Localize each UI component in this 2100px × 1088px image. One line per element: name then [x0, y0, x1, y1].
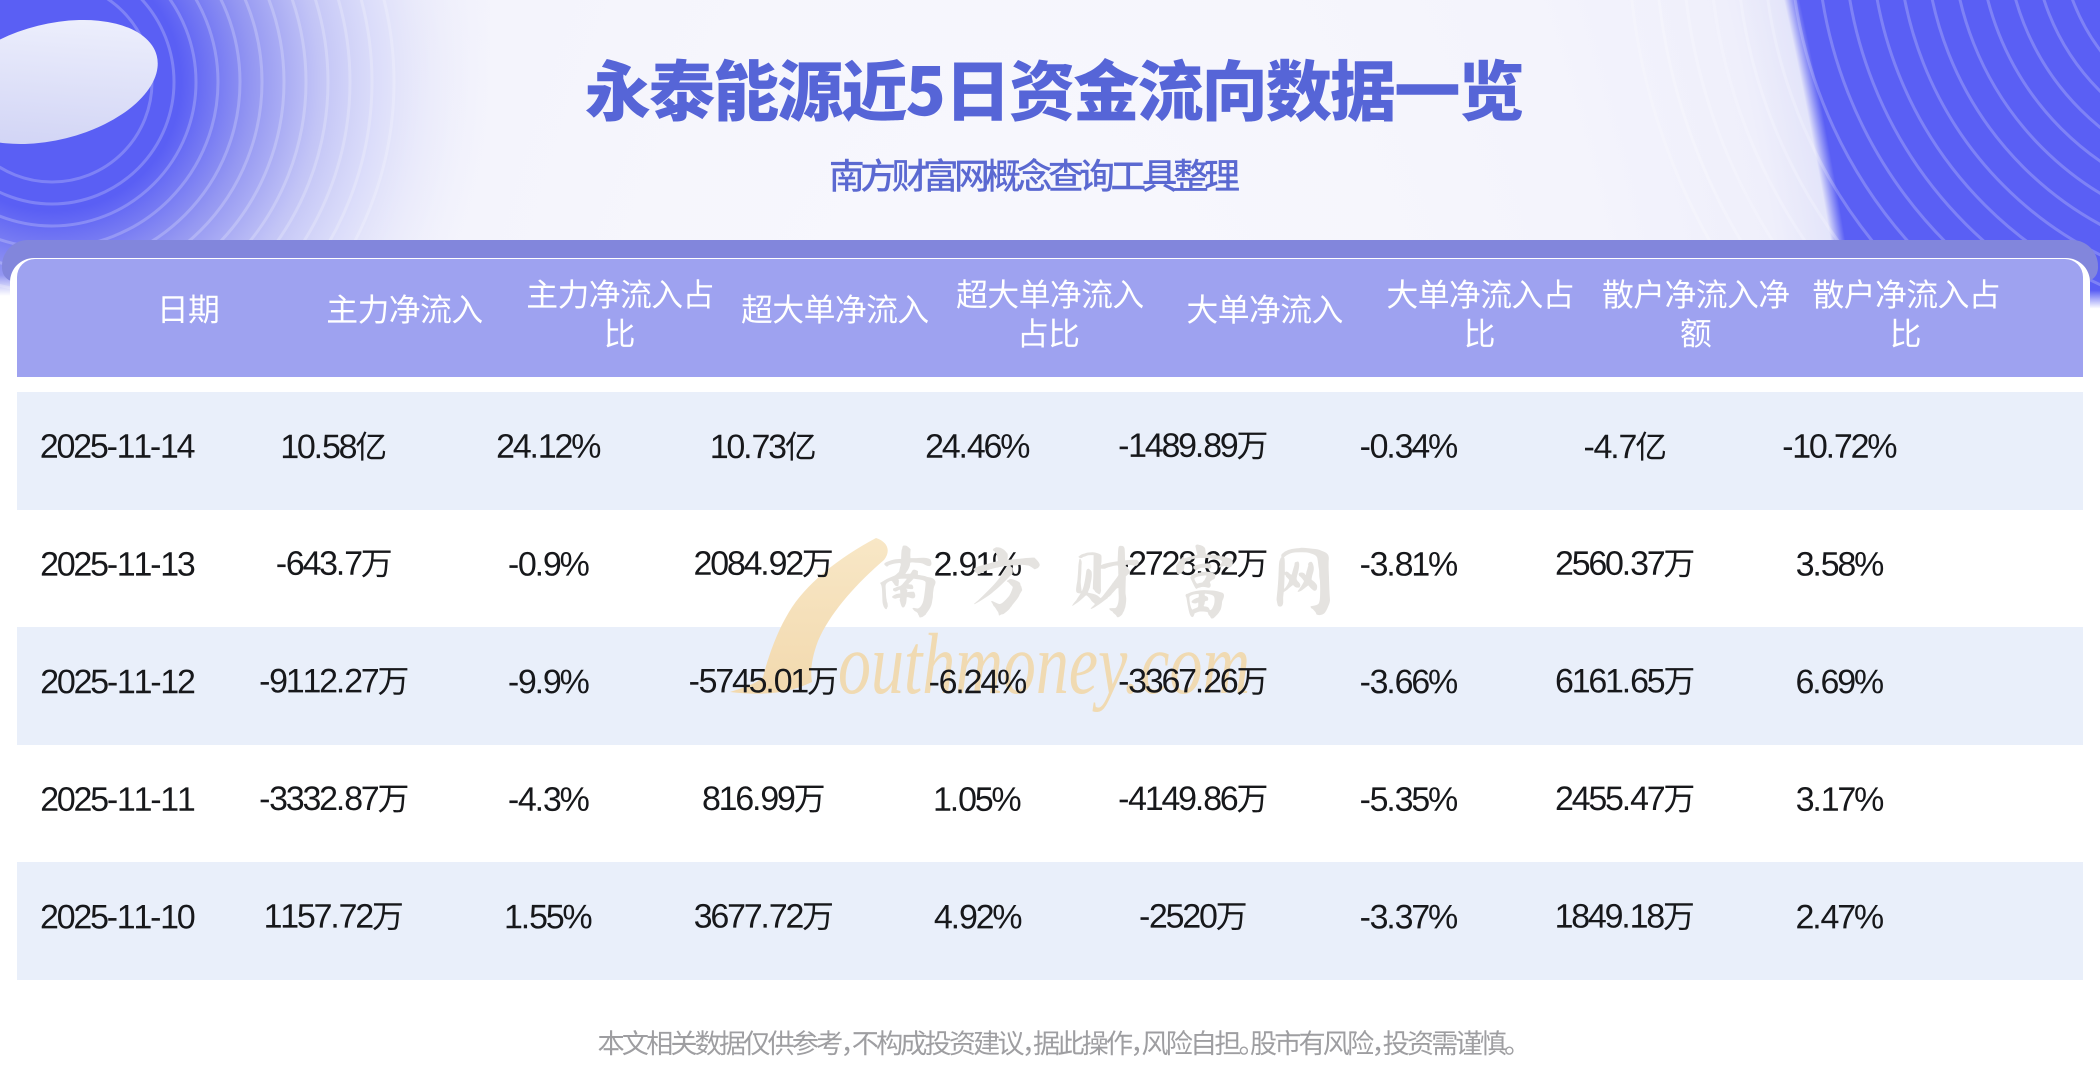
- svg-text:outhmoney.com: outhmoney.com: [838, 615, 1250, 712]
